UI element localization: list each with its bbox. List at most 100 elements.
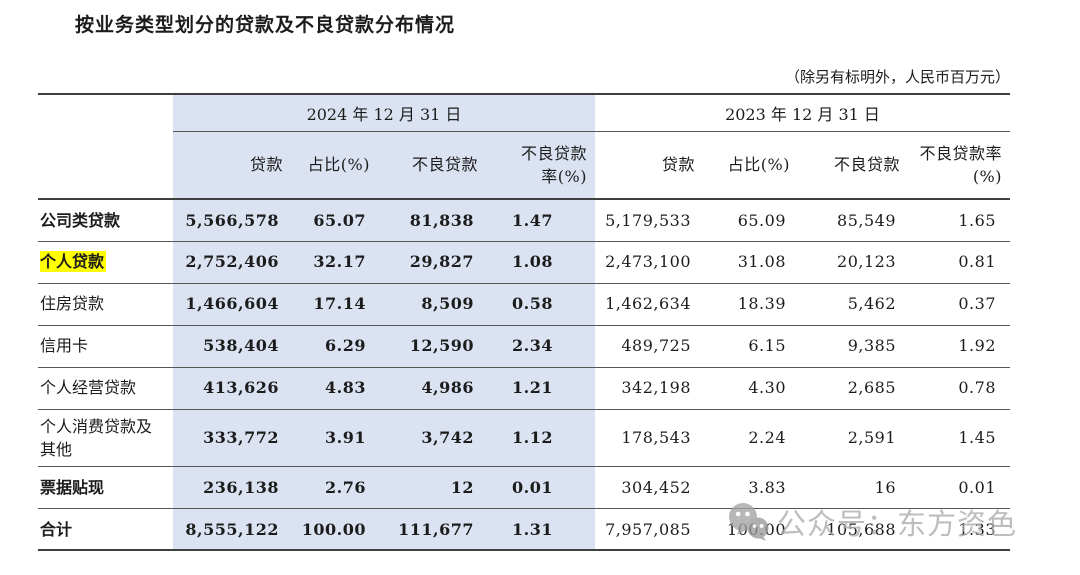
cell-2023-share: 65.09: [705, 199, 800, 242]
unit-note: （除另有标明外，人民币百万元）: [784, 68, 1010, 86]
cell-2024-npl: 111,677: [380, 508, 488, 551]
row-label: 个人消费贷款及其他: [38, 409, 173, 467]
cell-2023-npl: 2,685: [800, 367, 910, 410]
cell-2024-loans: 2,752,406: [173, 241, 293, 284]
cell-2024-npl-ratio: 0.58: [488, 283, 595, 326]
cell-2024-share: 2.76: [293, 466, 380, 509]
cell-2023-share: 31.08: [705, 241, 800, 284]
cell-2024-npl-ratio: 1.12: [488, 409, 595, 467]
cell-2023-npl-ratio: 0.81: [910, 241, 1010, 284]
header-2023-npl: 不良贷款: [800, 131, 910, 200]
cell-2024-share: 100.00: [293, 508, 380, 551]
date-2023: 2023 年 12 月 31 日: [595, 94, 1010, 132]
header-2024-loans: 贷款: [173, 131, 293, 200]
cell-2023-share: 4.30: [705, 367, 800, 410]
header-2023-npl-ratio: 不良贷款率 (%): [910, 131, 1010, 200]
cell-2023-npl: 105,688: [826, 519, 896, 539]
header-2023-loans: 贷款: [595, 131, 705, 200]
column-header-row: 贷款 占比(%) 不良贷款 不良贷款 率(%) 贷款 占比(%) 不良贷款 不良贷…: [38, 131, 1010, 200]
cell-2023-npl-ratio: 1.65: [910, 199, 1010, 242]
table-row: 合计 8,555,122 100.00 111,677 1.31 7,957,085 100…: [38, 508, 1010, 551]
cell-2024-npl-ratio: 1.47: [488, 199, 595, 242]
cell-2024-npl: 12,590: [380, 325, 488, 368]
header-2024-npl: 不良贷款: [380, 131, 488, 200]
cell-2024-npl: 4,986: [380, 367, 488, 410]
cell-2023-loans: 489,725: [595, 325, 705, 368]
loans-table-body: 公司类贷款 5,566,578 65.07 81,838 1.47 5,179,533 65…: [38, 199, 1010, 551]
cell-2023-loans: 178,543: [595, 409, 705, 467]
cell-2023-npl: 16: [800, 466, 910, 509]
cell-2024-npl-ratio: 1.21: [488, 367, 595, 410]
cell-2024-npl: 29,827: [380, 241, 488, 284]
cell-2023-npl-ratio: 1.45: [910, 409, 1010, 467]
cell-2024-share: 4.83: [293, 367, 380, 410]
yellow-highlight-mark: 个人贷款: [40, 251, 107, 273]
cell-2024-npl-ratio: 1.31: [488, 508, 595, 551]
cell-2023-loans: 304,452: [595, 466, 705, 509]
row-label: 个人贷款: [38, 241, 173, 284]
row-label: 信用卡: [38, 325, 173, 368]
cell-2024-share: 65.07: [293, 199, 380, 242]
cell-2024-npl-ratio: 1.08: [488, 241, 595, 284]
cell-2023-share: 6.15: [705, 325, 800, 368]
header-2024-share: 占比(%): [293, 131, 380, 200]
cell-2024-loans: 538,404: [173, 325, 293, 368]
row-label: 住房贷款: [38, 283, 173, 326]
header-2023-npl-ratio-line1: 不良贷款率: [919, 143, 1002, 163]
cell-2024-npl: 8,509: [380, 283, 488, 326]
table-row: 信用卡 538,404 6.29 12,590 2.34 489,725 6.15 9,385…: [38, 325, 1010, 368]
header-2023-npl-ratio-line2: (%): [972, 166, 1002, 186]
cell-2023-npl: 5,462: [800, 283, 910, 326]
header-2024-npl-ratio-line2: 率(%): [541, 166, 587, 186]
cell-2023-npl-ratio: 0.01: [910, 466, 1010, 509]
cell-2024-npl: 12: [380, 466, 488, 509]
row-label: 公司类贷款: [38, 199, 173, 242]
table-row: 个人经营贷款 413,626 4.83 4,986 1.21 342,198 4.30 2,6…: [38, 367, 1010, 410]
cell-2024-share: 32.17: [293, 241, 380, 284]
corner-empty-cell: [38, 94, 173, 131]
date-2024: 2024 年 12 月 31 日: [173, 94, 595, 132]
table-row: 个人贷款 2,752,406 32.17 29,827 1.08 2,473,100 31.…: [38, 241, 1010, 284]
cell-2024-npl-ratio: 2.34: [488, 325, 595, 368]
label-column-header-empty: [38, 131, 173, 200]
cell-2023-npl-ratio: 0.37: [910, 283, 1010, 326]
cell-2023-share: 3.83: [705, 466, 800, 509]
cell-2024-loans: 333,772: [173, 409, 293, 467]
table-row: 个人消费贷款及其他 333,772 3.91 3,742 1.12 178,543 2.24…: [38, 409, 1010, 467]
cell-2024-npl: 3,742: [380, 409, 488, 467]
cell-2023-npl: 85,549: [800, 199, 910, 242]
cell-2024-loans: 1,466,604: [173, 283, 293, 326]
table-row: 公司类贷款 5,566,578 65.07 81,838 1.47 5,179,533 65…: [38, 199, 1010, 242]
cell-2023-loans: 342,198: [595, 367, 705, 410]
cell-2024-loans: 236,138: [173, 466, 293, 509]
cell-2024-loans: 8,555,122: [173, 508, 293, 551]
cell-2024-npl: 81,838: [380, 199, 488, 242]
cell-2024-share: 17.14: [293, 283, 380, 326]
cell-2024-share: 3.91: [293, 409, 380, 467]
row-label: 票据贴现: [38, 466, 173, 509]
header-2023-share: 占比(%): [705, 131, 800, 200]
page-title: 按业务类型划分的贷款及不良贷款分布情况: [75, 14, 456, 36]
cell-2023-loans: 7,957,085: [605, 519, 691, 539]
cell-2023-loans: 5,179,533: [595, 199, 705, 242]
header-2024-npl-ratio-line1: 不良贷款: [520, 143, 587, 163]
cell-2024-npl-ratio: 0.01: [488, 466, 595, 509]
cell-2023-npl-ratio: 1.92: [910, 325, 1010, 368]
loans-by-business-type-table: 2024 年 12 月 31 日 2023 年 12 月 31 日 贷款 占比(…: [38, 93, 1010, 552]
cell-2023-npl-ratio: 1.33: [958, 519, 996, 539]
cell-2024-loans: 413,626: [173, 367, 293, 410]
cell-2023-share: 18.39: [705, 283, 800, 326]
cell-2023-loans: 1,462,634: [595, 283, 705, 326]
row-label: 个人经营贷款: [38, 367, 173, 410]
cell-2024-loans: 5,566,578: [173, 199, 293, 242]
table-row: 票据贴现 236,138 2.76 12 0.01 304,452 3.83 16 0.01: [38, 466, 1010, 509]
date-header-row: 2024 年 12 月 31 日 2023 年 12 月 31 日: [38, 94, 1010, 132]
cell-2023-npl: 2,591: [800, 409, 910, 467]
cell-2023-share: 100.00: [727, 519, 786, 539]
cell-2023-npl-ratio: 0.78: [910, 367, 1010, 410]
cell-2023-loans: 2,473,100: [595, 241, 705, 284]
cell-2023-npl: 20,123: [800, 241, 910, 284]
table-row: 住房贷款 1,466,604 17.14 8,509 0.58 1,462,634 18.3…: [38, 283, 1010, 326]
row-label: 合计: [40, 519, 73, 539]
